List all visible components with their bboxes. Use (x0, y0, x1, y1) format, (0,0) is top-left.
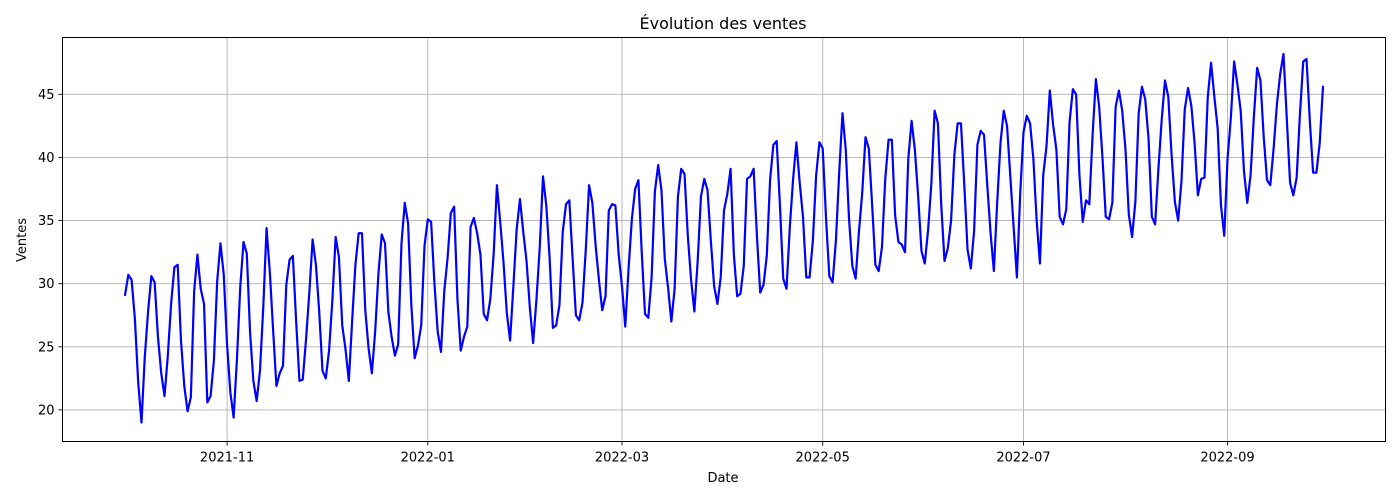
x-tick-label: 2022-01 (401, 451, 455, 466)
y-axis-label: Ventes (15, 218, 30, 262)
x-tick-label: 2022-09 (1200, 451, 1254, 466)
series-layer (123, 52, 1325, 424)
x-axis-label: Date (707, 471, 738, 486)
plot-frame (62, 37, 1386, 442)
x-tick-label: 2021-11 (200, 451, 254, 466)
y-tick-label: 20 (38, 403, 55, 418)
y-tick-label: 35 (38, 214, 55, 229)
x-tick-label: 2022-03 (595, 451, 649, 466)
chart-title: Évolution des ventes (639, 14, 806, 33)
x-axis: 2021-11 2022-01 2022-03 2022-05 2022-07 2022-… (200, 441, 1255, 466)
x-tick-label: 2022-05 (796, 451, 850, 466)
y-axis: 20 25 30 35 40 45 (38, 88, 63, 418)
sales-series-line (123, 52, 1325, 424)
x-tick-label: 2022-07 (996, 451, 1050, 466)
y-tick-label: 30 (38, 277, 55, 292)
grid-lines (62, 37, 1386, 442)
y-tick-label: 25 (38, 340, 55, 355)
y-tick-label: 45 (38, 88, 55, 103)
y-tick-label: 40 (38, 151, 55, 166)
